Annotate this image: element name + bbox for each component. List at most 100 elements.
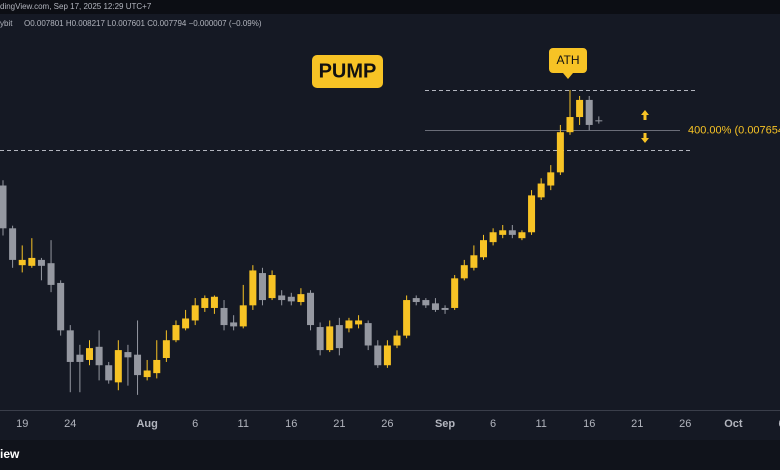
candle-body: [278, 295, 286, 301]
candle: [124, 344, 132, 386]
candle-body: [66, 330, 74, 362]
x-tick-label: 19: [16, 418, 28, 430]
candle: [28, 238, 36, 268]
chart-title: PUMP: [319, 60, 377, 82]
candle-body: [403, 300, 411, 336]
candle-body: [76, 354, 84, 362]
candle: [355, 315, 363, 329]
x-tick-label: 26: [679, 418, 691, 430]
candle: [162, 330, 170, 362]
x-tick-label: 24: [64, 418, 76, 430]
header-source: dingView.com, Sep 17, 2025 12:29 UTC+7: [0, 2, 152, 11]
ath-label: ATH: [556, 53, 579, 67]
header-strip: [0, 0, 780, 14]
footer-logo: iew: [0, 447, 20, 461]
candle-body: [258, 273, 266, 301]
candle-body: [480, 240, 487, 258]
candle: [9, 225, 17, 268]
candle-body: [422, 300, 430, 306]
candle-body: [489, 232, 497, 243]
candle-body: [239, 305, 247, 327]
candle: [76, 344, 84, 393]
candle-body: [316, 327, 324, 351]
candle-body: [0, 185, 7, 229]
candle: [374, 340, 382, 368]
x-tick-label: Oct: [724, 418, 743, 430]
x-tick-label: 21: [631, 418, 643, 430]
candle: [595, 116, 603, 124]
candle-body: [210, 296, 218, 308]
candle-body: [566, 117, 574, 133]
x-tick-label: 16: [583, 418, 595, 430]
candle: [297, 288, 305, 306]
candle-body: [451, 278, 459, 308]
candle-body: [201, 298, 209, 308]
x-tick-label: 11: [535, 418, 546, 430]
candle-body: [268, 275, 276, 299]
candle: [278, 290, 286, 306]
candle: [335, 317, 343, 356]
candle: [556, 124, 564, 175]
candle: [258, 267, 266, 306]
candle: [66, 325, 74, 393]
candle-body: [412, 298, 420, 303]
candle-body: [585, 99, 593, 125]
candle: [201, 295, 209, 312]
candle: [95, 330, 103, 381]
arrow-up: [641, 110, 649, 120]
title-badge: [312, 55, 383, 88]
candle-body: [47, 263, 55, 285]
candle-body: [191, 305, 199, 321]
candle-body: [230, 322, 238, 327]
candle: [383, 340, 391, 368]
candle: [393, 330, 401, 349]
candle-body: [28, 257, 36, 266]
candle-body: [383, 345, 391, 366]
candle: [403, 295, 411, 339]
candle: [326, 320, 334, 353]
candle-body: [297, 294, 305, 303]
candle: [114, 340, 122, 391]
candle: [547, 165, 555, 191]
candle: [364, 320, 372, 351]
candle-body: [595, 120, 603, 122]
candle-body: [172, 325, 180, 341]
x-tick-label: Sep: [435, 418, 455, 430]
candle: [287, 292, 295, 306]
candle-body: [576, 99, 584, 118]
x-tick-label: 11: [238, 418, 249, 430]
header-ohlc: O0.007801 H0.008217 L0.007601 C0.007794 …: [24, 19, 262, 28]
candle: [470, 245, 478, 271]
x-tick-label: 6: [490, 418, 496, 430]
candle: [143, 359, 151, 381]
candle-body: [470, 255, 478, 268]
candle: [499, 225, 507, 239]
candle: [480, 234, 487, 260]
candle: [489, 228, 497, 246]
candle-body: [307, 292, 315, 326]
candle: [585, 95, 593, 131]
candle: [239, 284, 247, 329]
candle: [566, 90, 574, 135]
candle: [172, 320, 180, 343]
candle: [85, 340, 93, 366]
candle-body: [143, 370, 151, 378]
candle-body: [335, 325, 343, 349]
candle-body: [508, 230, 516, 235]
candle-body: [114, 350, 122, 383]
candle: [518, 230, 526, 241]
candle: [345, 317, 353, 333]
arrow-down: [641, 133, 649, 143]
candle-body: [105, 365, 113, 381]
candle: [460, 259, 468, 281]
candle-body: [9, 228, 17, 260]
candle-body: [374, 345, 382, 366]
candle: [105, 361, 113, 384]
candle-body: [518, 232, 526, 239]
candle-body: [364, 323, 372, 346]
candle: [0, 180, 7, 236]
x-tick-label: 6: [778, 418, 780, 430]
candle: [422, 298, 430, 308]
